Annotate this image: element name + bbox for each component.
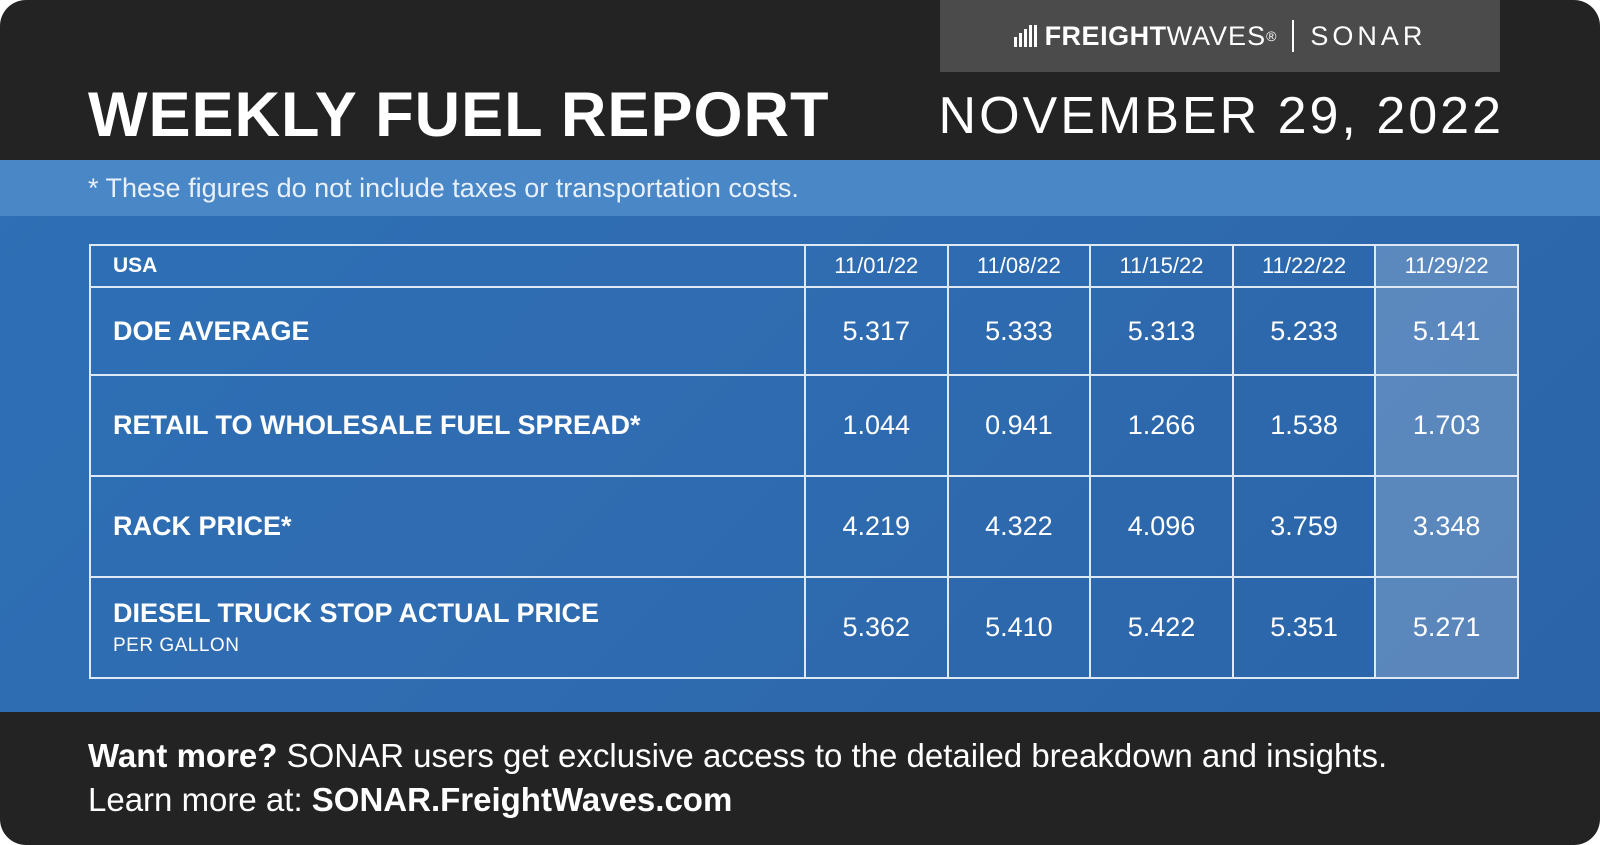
column-date: 11/01/22 (804, 244, 949, 288)
table-cell: 1.538 (1231, 374, 1377, 477)
footer-line-2: Learn more at: SONAR.FreightWaves.com (88, 778, 1387, 822)
table-cell: 4.219 (804, 475, 949, 578)
table-cell: 5.317 (804, 286, 949, 376)
footer-promo: Want more? SONAR users get exclusive acc… (88, 734, 1387, 822)
brand-product: SONAR (1310, 20, 1427, 51)
trademark-mark: ® (1266, 28, 1277, 44)
sonar-link[interactable]: SONAR.FreightWaves.com (311, 781, 733, 818)
report-date: NOVEMBER 29, 2022 (938, 87, 1504, 145)
table-cell-current: 1.703 (1374, 374, 1519, 477)
fuel-price-table: USA 11/01/22 11/08/22 11/15/22 11/22/22 … (89, 244, 1519, 679)
disclaimer-note: * These figures do not include taxes or … (88, 173, 799, 203)
footer-lead: Want more? (88, 737, 278, 774)
table-cell: 5.333 (946, 286, 1092, 376)
table-cell: 5.351 (1231, 576, 1377, 679)
row-label: DOE AVERAGE (89, 286, 806, 376)
table-cell: 5.233 (1231, 286, 1377, 376)
table-cell-current: 5.271 (1374, 576, 1519, 679)
table-cell-current: 3.348 (1374, 475, 1519, 578)
table-row: DOE AVERAGE 5.317 5.333 5.313 5.233 5.14… (89, 286, 1519, 376)
brand-logo: FREIGHT WAVES ® SONAR (940, 0, 1500, 72)
data-band: * These figures do not include taxes or … (0, 160, 1600, 712)
table-cell: 5.362 (804, 576, 949, 679)
table-row: RACK PRICE* 4.219 4.322 4.096 3.759 3.34… (89, 475, 1519, 578)
table-cell: 5.313 (1089, 286, 1234, 376)
table-cell: 1.266 (1089, 374, 1234, 477)
table-cell: 5.422 (1089, 576, 1234, 679)
table-cell: 0.941 (946, 374, 1092, 477)
note-band (0, 160, 1600, 216)
row-label: DIESEL TRUCK STOP ACTUAL PRICE PER GALLO… (89, 576, 806, 679)
footer-learn-more: Learn more at: (88, 781, 312, 818)
column-date-current: 11/29/22 (1374, 244, 1519, 288)
footer-text: SONAR users get exclusive access to the … (277, 737, 1388, 774)
row-sublabel: PER GALLON (113, 635, 240, 656)
table-cell: 5.410 (946, 576, 1092, 679)
report-title: WEEKLY FUEL REPORT (88, 80, 830, 150)
table-cell: 4.096 (1089, 475, 1234, 578)
table-cell: 4.322 (946, 475, 1092, 578)
brand-name-bold: FREIGHT (1044, 20, 1167, 51)
column-date: 11/22/22 (1231, 244, 1377, 288)
brand-name-light: WAVES (1166, 20, 1267, 51)
table-cell: 3.759 (1231, 475, 1377, 578)
region-label: USA (89, 244, 806, 288)
freightwaves-logo-icon (1013, 25, 1037, 47)
table-cell: 1.044 (804, 374, 949, 477)
row-label: RETAIL TO WHOLESALE FUEL SPREAD* (89, 374, 806, 477)
table-header-row: USA 11/01/22 11/08/22 11/15/22 11/22/22 … (89, 244, 1519, 288)
footer-line-1: Want more? SONAR users get exclusive acc… (88, 734, 1387, 778)
table-row: RETAIL TO WHOLESALE FUEL SPREAD* 1.044 0… (89, 374, 1519, 477)
row-label-main: DIESEL TRUCK STOP ACTUAL PRICE (113, 598, 600, 628)
column-date: 11/15/22 (1089, 244, 1234, 288)
table-cell-current: 5.141 (1374, 286, 1519, 376)
brand-divider (1292, 20, 1295, 52)
column-date: 11/08/22 (946, 244, 1092, 288)
row-label: RACK PRICE* (89, 475, 806, 578)
table-row: DIESEL TRUCK STOP ACTUAL PRICE PER GALLO… (89, 576, 1519, 679)
